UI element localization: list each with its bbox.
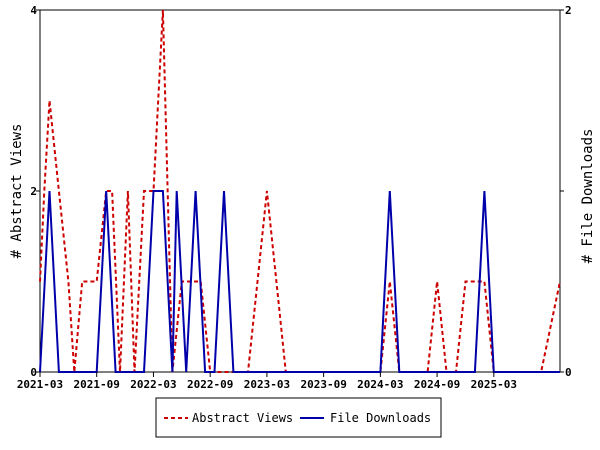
y-left-axis-ticks: 0 2 4: [30, 4, 40, 379]
x-tick-label: 2024-03: [357, 378, 403, 391]
series-line-abstract-views: [39, 9, 561, 373]
plot-area: [39, 9, 561, 373]
x-tick-label: 2021-03: [17, 378, 63, 391]
legend-box: [155, 397, 442, 438]
x-tick-label: 2022-03: [130, 378, 176, 391]
legend-label-abstract-views: Abstract Views: [192, 411, 293, 425]
series-layer: [39, 9, 561, 373]
x-tick-label: 2023-03: [244, 378, 290, 391]
y-left-tick-label: 4: [30, 4, 37, 17]
y-right-axis-title: # File Downloads: [580, 129, 596, 264]
x-tick-label: 2025-03: [471, 378, 517, 391]
legend: Abstract Views File Downloads: [155, 397, 442, 438]
x-tick-label: 2024-09: [414, 378, 460, 391]
y-left-tick-label: 0: [30, 366, 37, 379]
y-left-tick-label: 2: [30, 185, 37, 198]
x-tick-label: 2021-09: [74, 378, 120, 391]
x-tick-label: 2022-09: [187, 378, 233, 391]
legend-label-file-downloads: File Downloads: [330, 411, 431, 425]
y-right-axis-ticks: 02: [560, 4, 572, 379]
x-tick-label: 2023-09: [300, 378, 346, 391]
series-line-file-downloads: [39, 190, 560, 373]
x-axis-ticks: 2021-03 2021-09 2022-03 2022-09 2023-03 2023-…: [17, 372, 517, 391]
y-left-axis-title: # Abstract Views: [9, 124, 25, 259]
y-right-tick-label: 2: [565, 4, 572, 17]
y-right-tick-label: 0: [565, 366, 572, 379]
